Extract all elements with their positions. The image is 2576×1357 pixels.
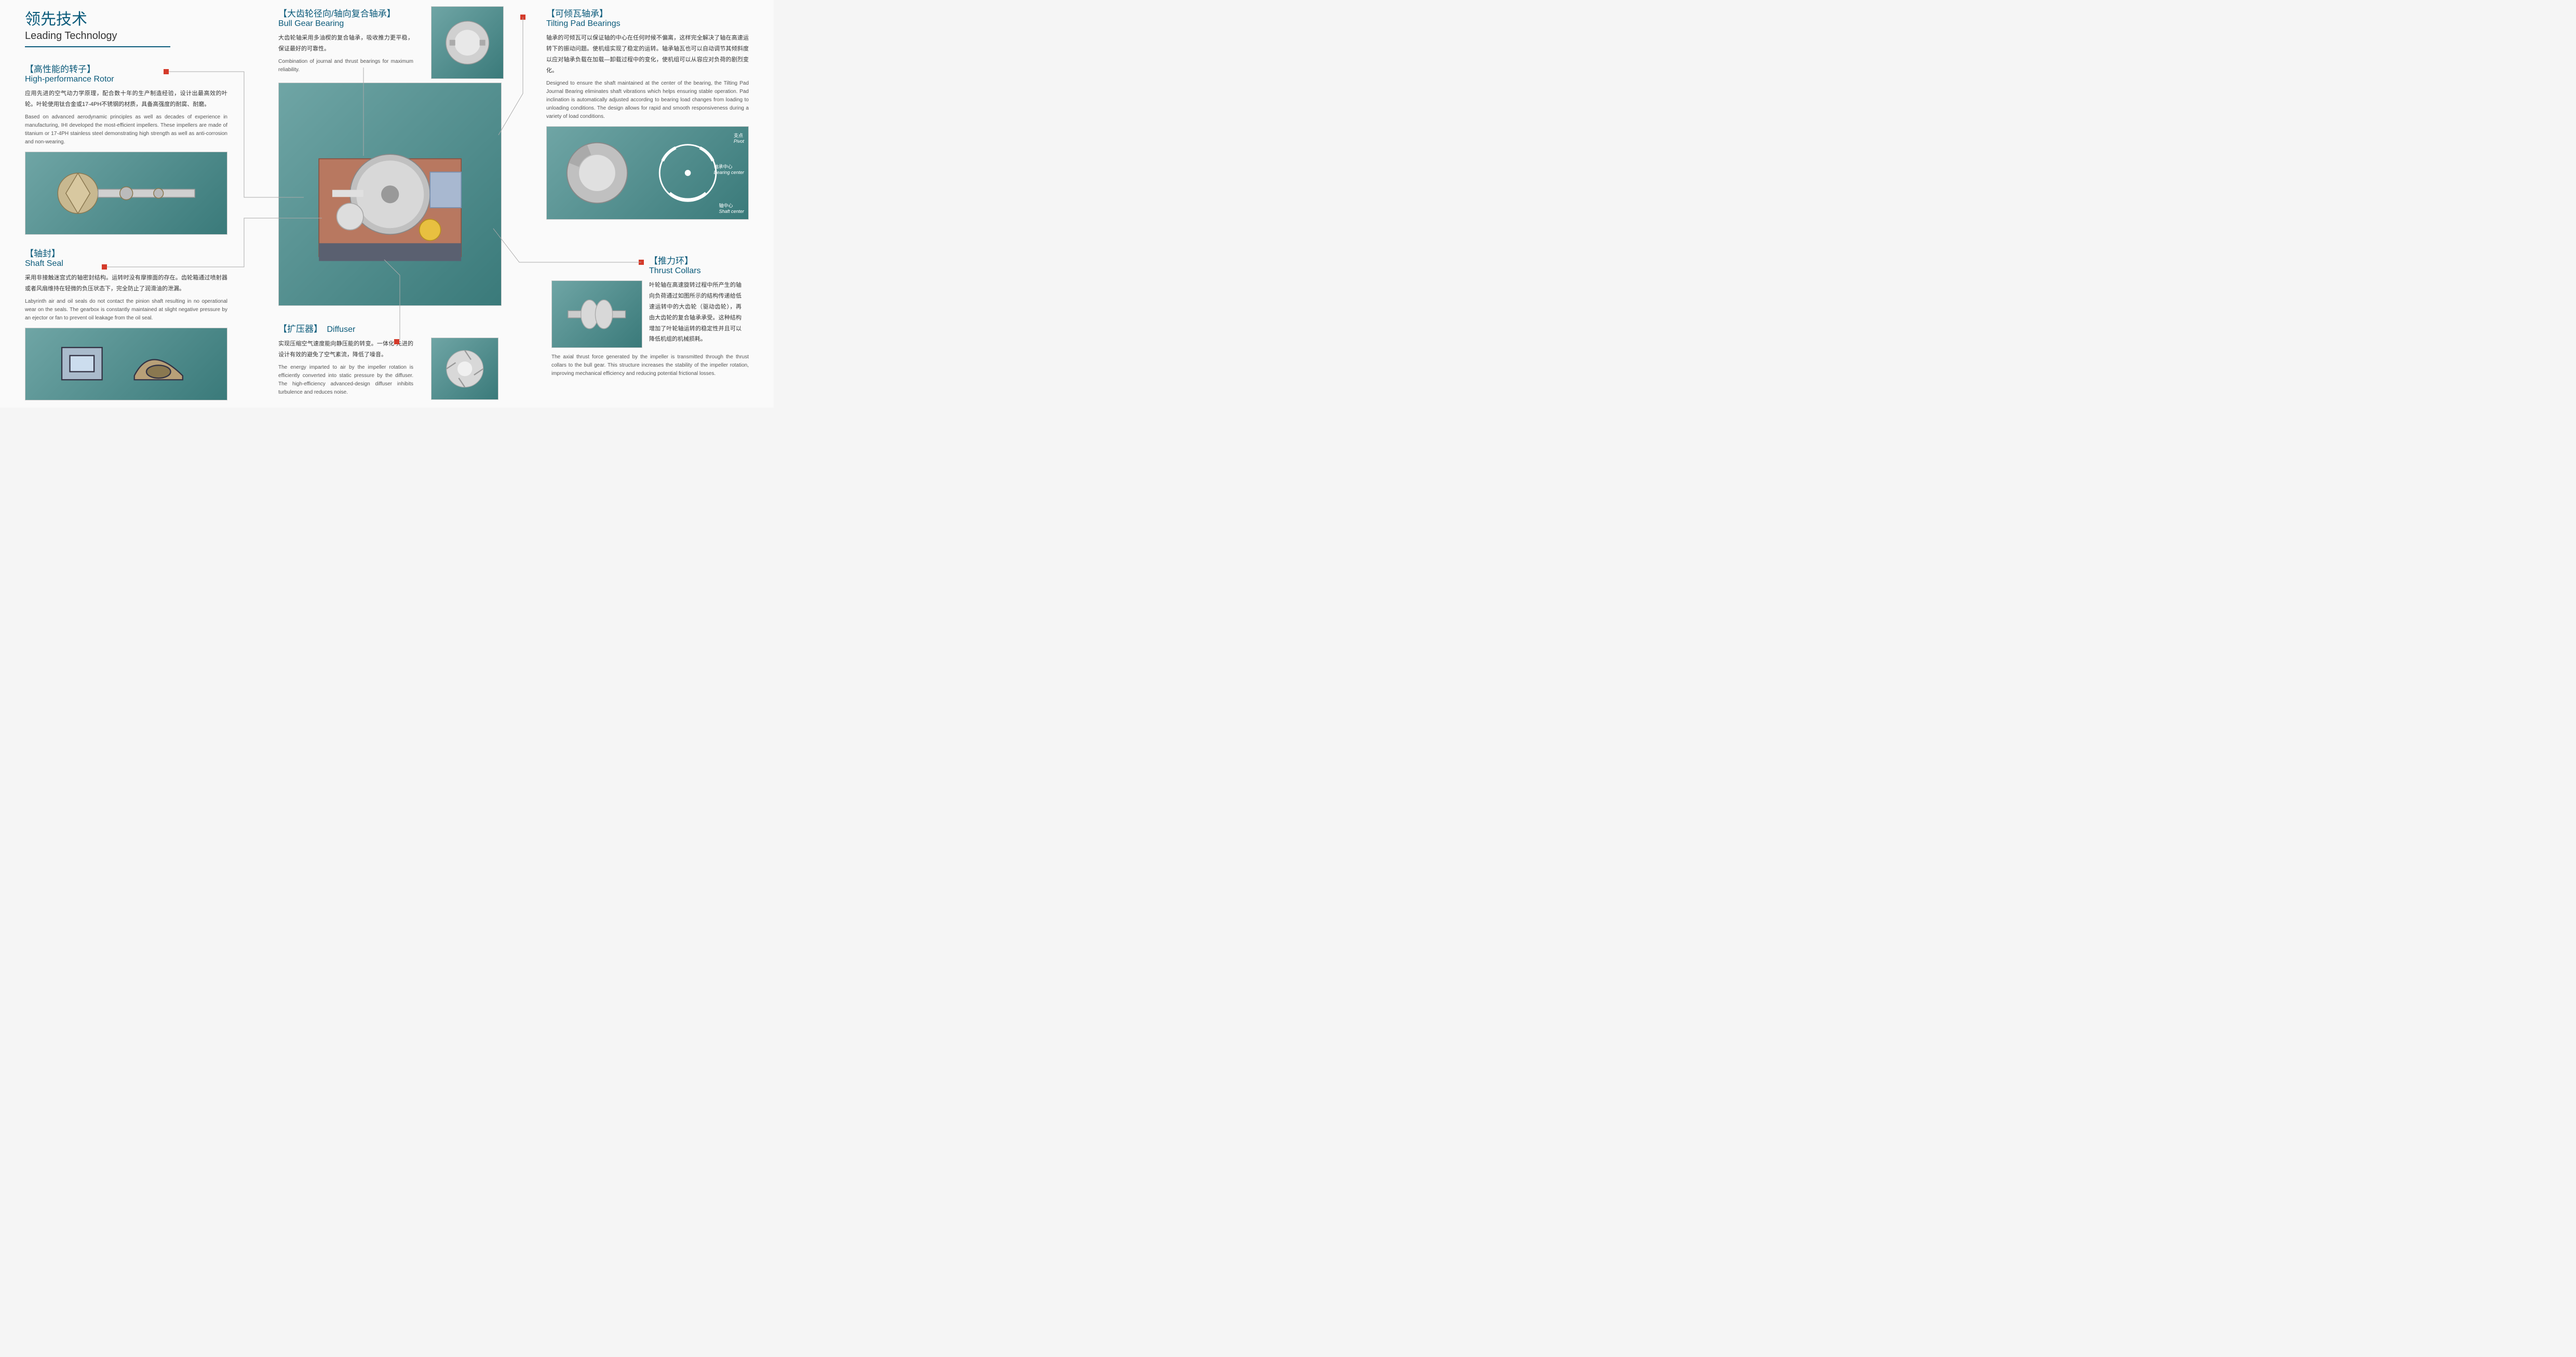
tilting-pad-title-en: Tilting Pad Bearings — [546, 19, 749, 29]
thrust-body-en: The axial thrust force generated by the … — [551, 353, 749, 378]
marker-icon — [102, 264, 107, 270]
rotor-title-zh: 【高性能的转子】 — [25, 62, 227, 75]
right-column: 【可倾瓦轴承】 Tilting Pad Bearings 轴承的可倾瓦可以保证轴… — [546, 6, 749, 220]
tilting-pad-body-en: Designed to ensure the shaft maintained … — [546, 79, 749, 121]
bearing-center-label-zh: 轴承中心 — [713, 163, 744, 170]
shaft-seal-image — [25, 328, 227, 400]
tilting-pad-body-zh: 轴承的可倾瓦可以保证轴的中心在任何时候不偏离，这样完全解决了轴在高速运转下的振动… — [546, 33, 749, 76]
diffuser-title-zh: 【扩压器】 — [278, 324, 322, 334]
page-title-zh: 领先技术 — [25, 6, 227, 29]
title-rule — [25, 46, 170, 47]
marker-icon — [394, 339, 399, 344]
shaft-seal-body-en: Labyrinth air and oil seals do not conta… — [25, 298, 227, 323]
rotor-body-zh: 应用先进的空气动力学原理，配合数十年的生产制造经验，设计出最高效的叶轮。叶轮使用… — [25, 88, 227, 110]
shaft-center-label-en: Shaft center — [719, 209, 744, 214]
page: 领先技术 Leading Technology 【高性能的转子】 High-pe… — [0, 0, 774, 408]
thrust-body-zh: 叶轮轴在高速旋转过程中所产生的轴向负荷通过如图所示的结构传递给低速运转中的大齿轮… — [649, 280, 741, 345]
tilting-pad-image: 支点 Pivot 轴承中心 Bearing center 轴中心 Shaft c… — [546, 126, 749, 220]
thrust-collars-block: 【推力环】 Thrust Collars 叶轮轴在高速旋转过程中所产生的轴向负荷… — [649, 253, 749, 348]
rotor-body-en: Based on advanced aerodynamic principles… — [25, 113, 227, 146]
marker-icon — [520, 15, 525, 20]
shaft-seal-title-en: Shaft Seal — [25, 259, 227, 268]
thrust-title-en: Thrust Collars — [649, 266, 749, 276]
shaft-seal-body-zh: 采用非接触迷宫式的轴密封结构。运转时没有摩擦面的存在。齿轮箱通过喷射器或者风扇维… — [25, 273, 227, 294]
pivot-label-en: Pivot — [734, 139, 744, 144]
diffuser-title-en: Diffuser — [327, 325, 355, 334]
marker-icon — [639, 260, 644, 265]
bearing-center-label-en: Bearing center — [713, 170, 744, 175]
thrust-title-zh: 【推力环】 — [649, 253, 749, 266]
thrust-collars-image — [551, 280, 642, 348]
shaft-seal-title-zh: 【轴封】 — [25, 246, 227, 259]
central-cutaway-image — [278, 83, 502, 306]
diffuser-body-zh: 实现压缩空气速度能向静压能的转变。一体化 先进的设计有效的避免了空气紊流，降低了… — [278, 339, 413, 360]
tilting-pad-title-zh: 【可倾瓦轴承】 — [546, 6, 749, 19]
diffuser-body-en: The energy imparted to air by the impell… — [278, 364, 413, 397]
diffuser-image — [431, 338, 498, 400]
bull-gear-body-zh: 大齿轮轴采用多油楔的复合轴承，吸收推力更平稳，保证最好的可靠性。 — [278, 33, 413, 55]
pivot-label-zh: 支点 — [734, 132, 744, 139]
marker-icon — [164, 69, 169, 74]
bull-gear-image — [431, 6, 504, 79]
rotor-image — [25, 152, 227, 235]
bull-gear-body-en: Combination of journal and thrust bearin… — [278, 58, 413, 74]
rotor-title-en: High-performance Rotor — [25, 75, 227, 84]
page-title-en: Leading Technology — [25, 30, 227, 42]
shaft-center-label-zh: 轴中心 — [719, 202, 744, 209]
left-column: 领先技术 Leading Technology 【高性能的转子】 High-pe… — [25, 6, 227, 400]
